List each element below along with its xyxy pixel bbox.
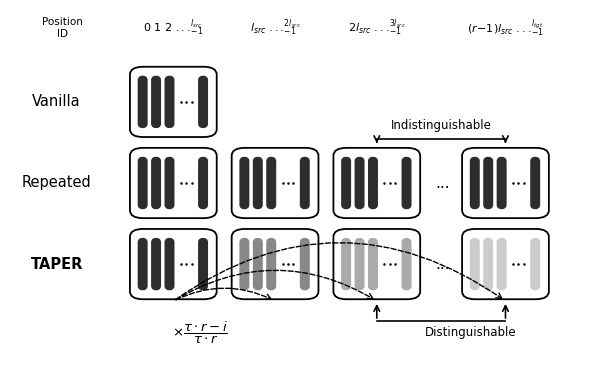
Text: Position
ID: Position ID xyxy=(42,17,83,39)
FancyBboxPatch shape xyxy=(151,238,161,291)
Text: $l_{src}\ ...\!{}^{2l_{src}}_{-1}$: $l_{src}\ ...\!{}^{2l_{src}}_{-1}$ xyxy=(249,18,301,38)
FancyBboxPatch shape xyxy=(402,238,411,291)
FancyBboxPatch shape xyxy=(151,75,161,128)
FancyBboxPatch shape xyxy=(198,238,208,291)
Text: $(r\!-\!1)l_{src}\ ...\!{}^{l_{tgt}}_{-1}$: $(r\!-\!1)l_{src}\ ...\!{}^{l_{tgt}}_{-1… xyxy=(467,17,544,39)
FancyBboxPatch shape xyxy=(530,238,540,291)
FancyBboxPatch shape xyxy=(333,148,420,218)
FancyBboxPatch shape xyxy=(530,156,540,210)
FancyBboxPatch shape xyxy=(470,156,480,210)
FancyBboxPatch shape xyxy=(164,156,175,210)
Text: $\times \dfrac{\tau \cdot r - i}{\tau \cdot r}$: $\times \dfrac{\tau \cdot r - i}{\tau \c… xyxy=(172,320,228,346)
FancyBboxPatch shape xyxy=(496,156,507,210)
FancyBboxPatch shape xyxy=(496,238,507,291)
FancyBboxPatch shape xyxy=(239,156,249,210)
FancyBboxPatch shape xyxy=(266,156,276,210)
FancyBboxPatch shape xyxy=(198,75,208,128)
FancyBboxPatch shape xyxy=(462,148,549,218)
FancyBboxPatch shape xyxy=(266,238,276,291)
FancyBboxPatch shape xyxy=(462,229,549,299)
FancyBboxPatch shape xyxy=(368,156,378,210)
Text: ...: ... xyxy=(435,176,450,190)
FancyBboxPatch shape xyxy=(483,156,493,210)
FancyBboxPatch shape xyxy=(239,238,249,291)
FancyBboxPatch shape xyxy=(341,156,351,210)
FancyBboxPatch shape xyxy=(300,156,310,210)
FancyBboxPatch shape xyxy=(232,148,318,218)
FancyBboxPatch shape xyxy=(341,238,351,291)
Text: ...: ... xyxy=(435,257,450,272)
FancyBboxPatch shape xyxy=(355,156,365,210)
FancyBboxPatch shape xyxy=(402,156,411,210)
Text: TAPER: TAPER xyxy=(30,257,83,272)
FancyBboxPatch shape xyxy=(130,229,217,299)
FancyBboxPatch shape xyxy=(164,238,175,291)
FancyBboxPatch shape xyxy=(253,238,263,291)
FancyBboxPatch shape xyxy=(138,238,147,291)
FancyBboxPatch shape xyxy=(232,229,318,299)
Text: Vanilla: Vanilla xyxy=(33,94,81,109)
Text: $0\ 1\ 2\ ...\!{}^{l_{src}}_{-1}$: $0\ 1\ 2\ ...\!{}^{l_{src}}_{-1}$ xyxy=(143,18,204,38)
FancyBboxPatch shape xyxy=(130,148,217,218)
FancyBboxPatch shape xyxy=(368,238,378,291)
FancyBboxPatch shape xyxy=(198,156,208,210)
FancyBboxPatch shape xyxy=(138,75,147,128)
FancyBboxPatch shape xyxy=(130,67,217,137)
Text: Repeated: Repeated xyxy=(22,176,92,190)
Text: $2l_{src}\ ...\!{}^{3l_{src}}_{-1}$: $2l_{src}\ ...\!{}^{3l_{src}}_{-1}$ xyxy=(348,18,406,38)
Text: Indistinguishable: Indistinguishable xyxy=(391,119,492,132)
FancyBboxPatch shape xyxy=(333,229,420,299)
Text: Distinguishable: Distinguishable xyxy=(425,326,517,339)
FancyBboxPatch shape xyxy=(483,238,493,291)
FancyBboxPatch shape xyxy=(164,75,175,128)
FancyBboxPatch shape xyxy=(151,156,161,210)
FancyBboxPatch shape xyxy=(253,156,263,210)
FancyBboxPatch shape xyxy=(300,238,310,291)
FancyBboxPatch shape xyxy=(355,238,365,291)
FancyBboxPatch shape xyxy=(138,156,147,210)
FancyBboxPatch shape xyxy=(470,238,480,291)
